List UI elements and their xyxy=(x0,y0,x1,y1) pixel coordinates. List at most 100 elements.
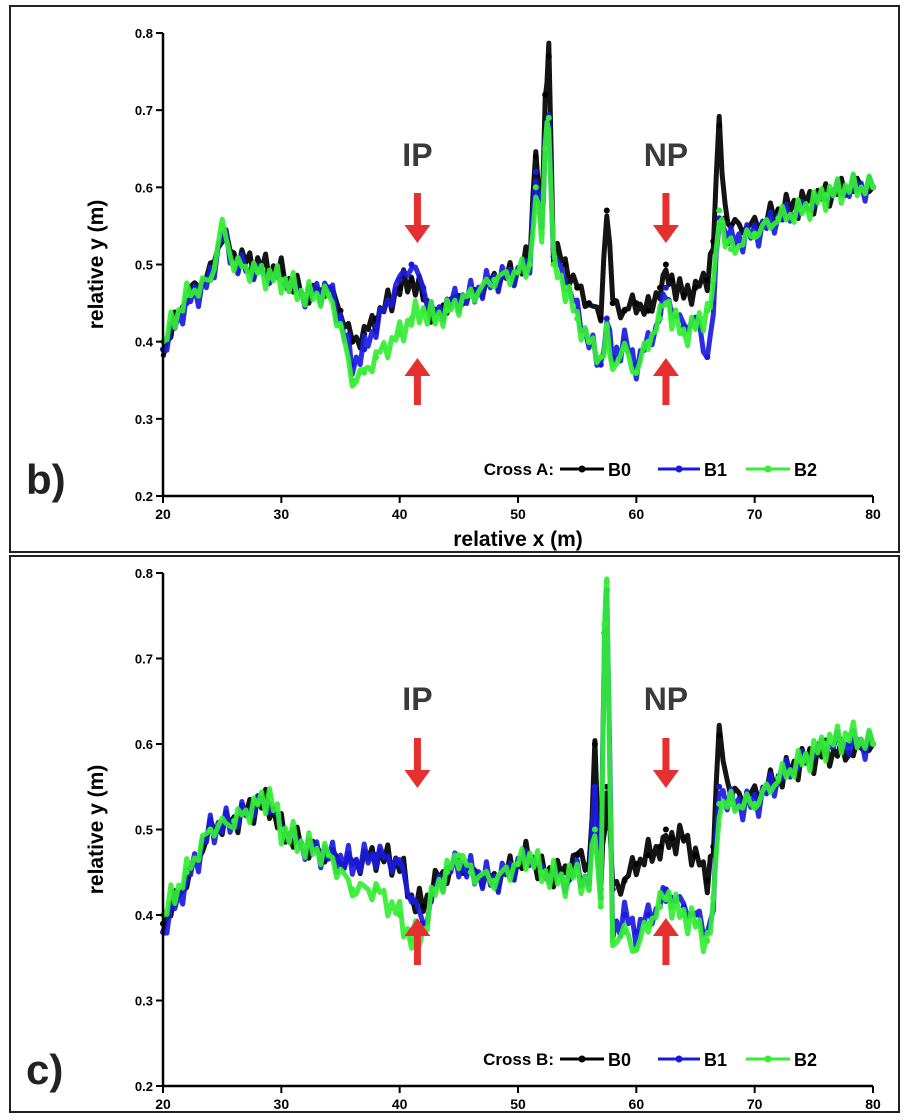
x-tick-label: 80 xyxy=(865,1096,881,1112)
up-arrow-head-icon xyxy=(404,918,431,936)
data-point-B2 xyxy=(692,920,699,927)
data-point-B0 xyxy=(591,741,598,747)
data-point-B0 xyxy=(609,300,616,307)
data-point-B1 xyxy=(532,168,539,175)
up-arrow-head-icon xyxy=(652,918,679,936)
annotation-np: NP xyxy=(644,137,688,405)
chart-panel-b: 20 30 40 50 60 70 80 0.2 0.3 0.4 0.5 0.6 0.7 0.8 relat… xyxy=(9,5,900,553)
up-arrow-head-icon xyxy=(404,358,431,376)
panel-border xyxy=(9,555,900,1113)
data-point-B0 xyxy=(716,732,723,739)
x-tick-label: 70 xyxy=(747,1096,763,1112)
legend-marker-B1 xyxy=(675,1055,683,1063)
data-point-B0 xyxy=(692,284,699,291)
x-tick-label: 30 xyxy=(274,506,290,522)
data-point-B2 xyxy=(645,338,652,345)
down-arrow-head-icon xyxy=(404,225,431,243)
data-point-B2 xyxy=(550,261,557,268)
data-point-B2 xyxy=(278,826,285,833)
data-point-B2 xyxy=(574,869,581,876)
data-point-B2 xyxy=(538,869,545,876)
y-tick-label: 0.5 xyxy=(135,258,153,273)
series-B2 xyxy=(160,576,876,955)
data-point-B0 xyxy=(645,852,652,859)
data-point-B0 xyxy=(662,261,669,268)
data-point-B2 xyxy=(278,276,285,283)
down-arrow-head-icon xyxy=(652,770,679,788)
data-point-B2 xyxy=(601,621,608,628)
data-point-B1 xyxy=(337,315,344,322)
annotation-label: NP xyxy=(644,137,688,173)
annotation-label: IP xyxy=(402,137,432,173)
x-tick-label: 20 xyxy=(155,506,171,522)
data-point-B2 xyxy=(680,331,687,337)
data-point-B2 xyxy=(408,937,415,944)
data-point-B2 xyxy=(870,741,876,747)
data-point-B2 xyxy=(645,920,652,927)
legend-label-B2: B2 xyxy=(794,1050,817,1070)
data-point-B1 xyxy=(662,284,669,291)
legend: Cross A: B0 B1 B2 xyxy=(484,460,817,480)
data-point-B2 xyxy=(728,246,734,253)
legend-title: Cross A: xyxy=(484,460,554,479)
data-point-B2 xyxy=(728,800,734,807)
legend-marker-B2 xyxy=(764,1055,772,1063)
x-axis-label: relative x (m) xyxy=(453,528,583,551)
data-point-B2 xyxy=(657,903,663,910)
data-point-B2 xyxy=(231,261,237,268)
data-point-B0 xyxy=(657,284,663,291)
data-point-B2 xyxy=(621,346,628,353)
data-point-B1 xyxy=(633,929,640,936)
data-point-B2 xyxy=(680,912,687,918)
data-point-B2 xyxy=(603,578,610,585)
data-point-B0 xyxy=(692,852,699,859)
data-point-B1 xyxy=(603,315,610,322)
data-point-B2 xyxy=(467,292,474,299)
y-tick-label: 0.6 xyxy=(135,737,153,752)
up-arrow-head-icon xyxy=(652,358,679,376)
data-point-B1 xyxy=(408,261,415,268)
data-point-B2 xyxy=(183,292,190,299)
data-point-B2 xyxy=(662,894,669,901)
data-point-B0 xyxy=(704,276,711,283)
data-point-B1 xyxy=(361,346,368,353)
data-point-B2 xyxy=(373,354,379,361)
series-line-B2 xyxy=(161,119,876,389)
data-point-B2 xyxy=(846,184,853,191)
data-point-B2 xyxy=(302,843,308,850)
data-point-B0 xyxy=(633,860,640,867)
data-point-B2 xyxy=(799,758,805,765)
y-tick-label: 0.2 xyxy=(135,489,153,504)
data-point-B0 xyxy=(532,153,539,160)
y-tick-label: 0.3 xyxy=(135,994,153,1009)
data-point-B2 xyxy=(325,852,332,859)
data-point-B2 xyxy=(775,775,782,782)
data-point-B2 xyxy=(633,369,640,376)
data-point-B0 xyxy=(574,284,581,291)
x-tick-label: 30 xyxy=(274,1096,290,1112)
data-point-B2 xyxy=(396,331,403,337)
data-point-B0 xyxy=(408,276,415,283)
data-point-B2 xyxy=(668,315,675,322)
data-point-B2 xyxy=(562,284,569,291)
data-point-B2 xyxy=(266,792,273,799)
data-point-B2 xyxy=(337,323,344,330)
data-point-B2 xyxy=(349,886,356,893)
data-point-B2 xyxy=(219,222,226,229)
data-point-B2 xyxy=(254,800,261,807)
data-point-B0 xyxy=(716,122,723,129)
data-point-B2 xyxy=(722,238,729,245)
x-tick-label: 50 xyxy=(510,506,526,522)
x-tick-label: 80 xyxy=(865,506,881,522)
x-tick-label: 70 xyxy=(747,506,763,522)
legend-title: Cross B: xyxy=(483,1050,554,1069)
data-point-B2 xyxy=(846,732,853,739)
data-point-B0 xyxy=(574,852,581,859)
data-point-B2 xyxy=(183,869,190,876)
data-point-B2 xyxy=(526,852,533,859)
y-tick-label: 0.2 xyxy=(135,1079,153,1094)
legend-label-B0: B0 xyxy=(608,460,631,480)
data-point-B2 xyxy=(710,276,717,283)
data-point-B0 xyxy=(562,261,569,268)
